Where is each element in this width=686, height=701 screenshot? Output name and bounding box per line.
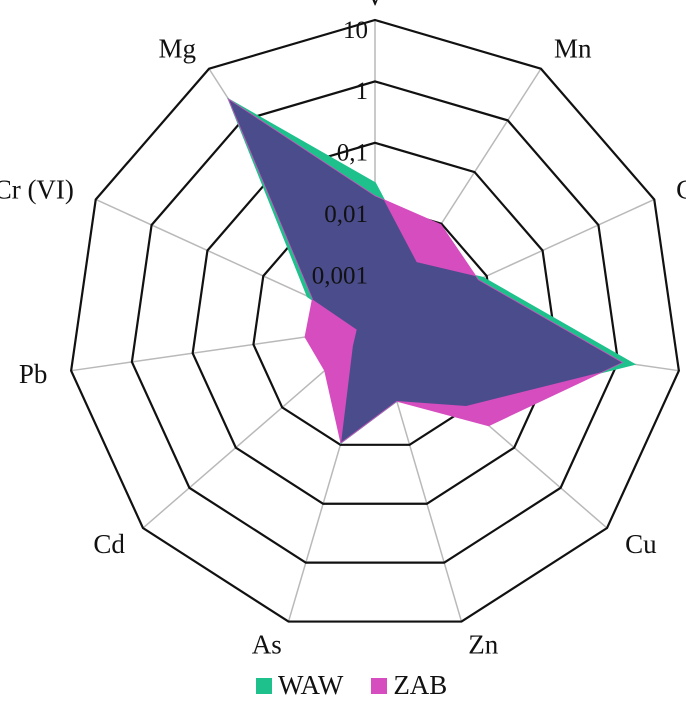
tick-label-4: 10: [343, 17, 368, 44]
legend-swatch-zab: [371, 678, 387, 694]
axis-label-2: Co: [676, 174, 686, 204]
legend-label-zab: ZAB: [393, 670, 447, 701]
axis-label-6: As: [252, 630, 282, 660]
legend: WAW ZAB: [256, 670, 447, 701]
axis-label-4: Cu: [625, 529, 657, 559]
legend-swatch-waw: [256, 678, 272, 694]
tick-label-0: 0,001: [312, 262, 368, 289]
axis-label-9: Cr (VI): [0, 174, 74, 204]
tick-label-2: 0,1: [337, 140, 368, 167]
tick-label-1: 0,01: [324, 201, 368, 228]
axis-label-1: Mn: [554, 34, 592, 64]
legend-label-waw: WAW: [278, 670, 343, 701]
axis-label-5: Zn: [468, 630, 498, 660]
tick-label-3: 1: [356, 78, 369, 105]
axis-label-8: Pb: [19, 359, 48, 389]
axis-label-10: Mg: [159, 34, 197, 64]
axis-label-7: Cd: [93, 529, 125, 559]
legend-item-waw: WAW: [256, 670, 343, 701]
axis-label-0: V: [365, 0, 385, 11]
radar-series: [229, 100, 634, 443]
legend-item-zab: ZAB: [371, 670, 447, 701]
